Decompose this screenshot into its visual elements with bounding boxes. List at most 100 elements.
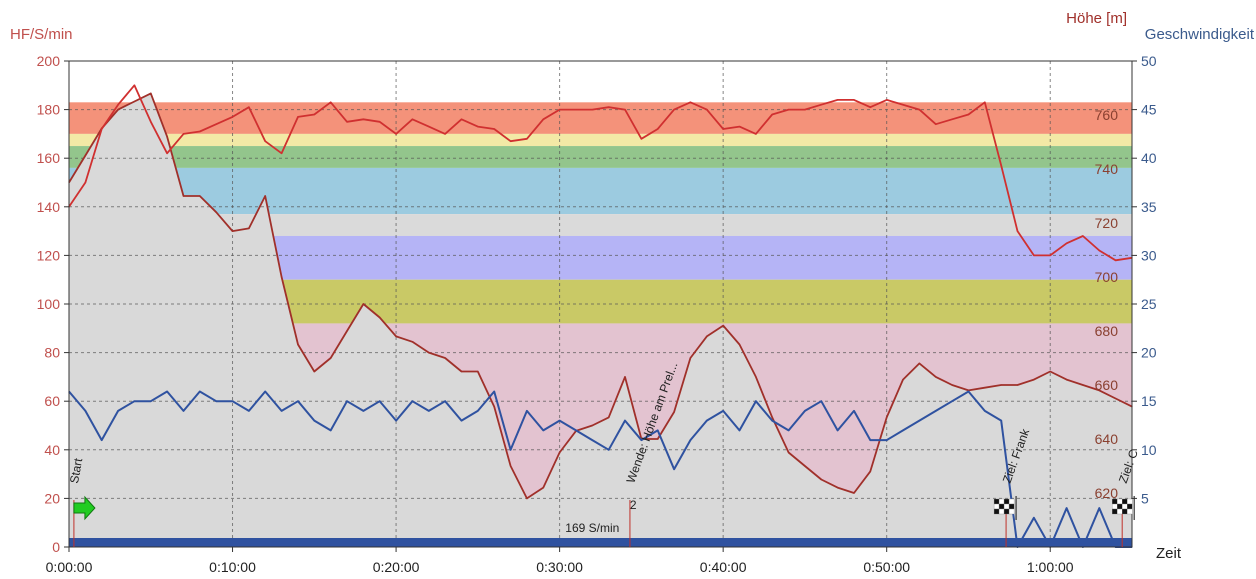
altitude-tick-label-4: 700 xyxy=(1095,269,1119,285)
left-tick-label-6: 120 xyxy=(37,247,61,263)
point-left-19 xyxy=(379,121,381,123)
x-tick-label-5: 0:50:00 xyxy=(863,559,910,575)
point-right_altitude-56 xyxy=(984,387,986,389)
point-right_altitude-25 xyxy=(477,370,479,373)
point-right_altitude-60 xyxy=(1049,370,1051,373)
finish-flag-icon-1-cell-2-1 xyxy=(998,508,1005,515)
speed-tick-label-9: 50 xyxy=(1141,53,1157,69)
point-left-14 xyxy=(297,116,299,118)
finish-flag-icon-2 xyxy=(1112,496,1135,520)
point-left-36 xyxy=(657,128,659,130)
left-tick-label-8: 160 xyxy=(37,150,61,166)
series-line-left xyxy=(68,84,1133,262)
point-right_altitude-53 xyxy=(935,376,937,378)
speed-tick-label-0: 5 xyxy=(1141,490,1149,506)
point-left-21 xyxy=(411,118,413,120)
point-right_altitude-22 xyxy=(428,352,430,354)
point-right_altitude-17 xyxy=(346,330,348,332)
finish-flag-icon-2-cell-0-3 xyxy=(1127,498,1133,505)
point-right_speed-26 xyxy=(493,390,495,393)
altitude-tick-label-6: 740 xyxy=(1095,161,1119,177)
finish-flag-icon-2-cell-1-1 xyxy=(1117,503,1123,510)
cadence-band xyxy=(69,538,1132,547)
point-left-47 xyxy=(837,99,839,101)
finish-flag-icon-2-cell-0-2 xyxy=(1122,498,1128,505)
left-axis-title: HF/S/min xyxy=(10,26,73,43)
altitude-tick-label-0: 620 xyxy=(1095,485,1119,501)
point-right_speed-61 xyxy=(1066,507,1068,509)
point-left-50 xyxy=(886,99,888,101)
finish-flag-icon-2-cell-2-0 xyxy=(1112,508,1118,515)
finish-flag-icon-1-cell-1-0 xyxy=(993,503,1000,510)
point-right_altitude-5 xyxy=(150,92,152,94)
point-left-9 xyxy=(215,123,217,125)
point-right_altitude-44 xyxy=(788,451,790,454)
point-right_speed-20 xyxy=(395,420,397,422)
point-right_speed-9 xyxy=(215,400,217,402)
point-right_speed-38 xyxy=(689,439,692,441)
point-right_altitude-7 xyxy=(182,195,185,197)
point-right_altitude-48 xyxy=(853,492,855,494)
altitude-tick-label-1: 640 xyxy=(1095,431,1119,447)
point-left-2 xyxy=(101,128,103,130)
x-tick-label-0: 0:00:00 xyxy=(46,559,93,575)
point-right_altitude-16 xyxy=(330,357,332,359)
point-right_altitude-19 xyxy=(379,316,381,319)
x-tick-label-4: 0:40:00 xyxy=(700,559,747,575)
point-left-48 xyxy=(853,99,855,101)
point-right_altitude-40 xyxy=(722,325,724,327)
point-right_altitude-9 xyxy=(215,211,217,213)
point-right_speed-32 xyxy=(591,439,593,441)
point-right_altitude-33 xyxy=(608,416,610,418)
point-right_speed-48 xyxy=(853,410,855,412)
altitude-area xyxy=(69,93,1132,548)
point-right_speed-57 xyxy=(1000,420,1002,422)
altitude-axis-title: Höhe [m] xyxy=(1066,10,1127,27)
point-right_speed-8 xyxy=(199,390,201,393)
point-left-58 xyxy=(1016,230,1019,232)
point-right_speed-35 xyxy=(640,439,643,441)
left-tick-label-2: 40 xyxy=(44,442,60,458)
point-right_speed-51 xyxy=(902,429,904,431)
finish-flag-icon-1-cell-2-3 xyxy=(1008,508,1015,515)
point-right_altitude-27 xyxy=(510,465,512,467)
point-left-54 xyxy=(951,118,953,120)
point-left-39 xyxy=(706,109,708,111)
point-right_altitude-46 xyxy=(820,478,822,481)
point-left-5 xyxy=(150,121,152,123)
point-right_speed-44 xyxy=(788,429,790,431)
point-left-51 xyxy=(902,104,904,106)
point-left-11 xyxy=(248,106,250,108)
speed-tick-label-8: 45 xyxy=(1141,102,1157,118)
point-right_altitude-6 xyxy=(166,136,168,138)
altitude-tick-label-2: 660 xyxy=(1095,377,1119,393)
point-right_speed-55 xyxy=(967,390,970,393)
point-left-4 xyxy=(133,84,135,86)
point-left-15 xyxy=(313,113,315,116)
point-left-64 xyxy=(1115,259,1117,261)
point-right_speed-18 xyxy=(362,410,364,412)
series-line-right_speed xyxy=(68,390,1132,548)
speed-tick-label-6: 35 xyxy=(1141,199,1157,215)
finish-flag-icon-1-cell-0-2 xyxy=(1003,498,1010,505)
point-right_speed-25 xyxy=(477,410,479,412)
finish-flag-icon-1-cell-0-1 xyxy=(998,498,1005,505)
point-right_speed-16 xyxy=(330,429,332,431)
point-right_speed-50 xyxy=(886,439,888,441)
point-right_altitude-18 xyxy=(362,303,364,305)
finish-flag-icon-2-cell-0-0 xyxy=(1112,498,1118,505)
point-left-52 xyxy=(918,109,921,111)
point-left-1 xyxy=(84,181,86,184)
point-right_altitude-10 xyxy=(231,230,234,232)
finish-flag-icon-2-cell-2-1 xyxy=(1117,508,1123,515)
point-right_altitude-8 xyxy=(199,195,201,197)
point-right_speed-12 xyxy=(264,390,266,393)
finish-flag-icon-2-cell-1-0 xyxy=(1112,503,1118,510)
point-left-38 xyxy=(689,101,692,103)
point-left-23 xyxy=(444,133,446,135)
point-right_speed-11 xyxy=(248,410,250,412)
point-right_speed-6 xyxy=(166,390,168,393)
point-right_altitude-23 xyxy=(444,357,446,359)
point-right_altitude-52 xyxy=(918,362,921,364)
point-right_speed-49 xyxy=(869,439,871,441)
